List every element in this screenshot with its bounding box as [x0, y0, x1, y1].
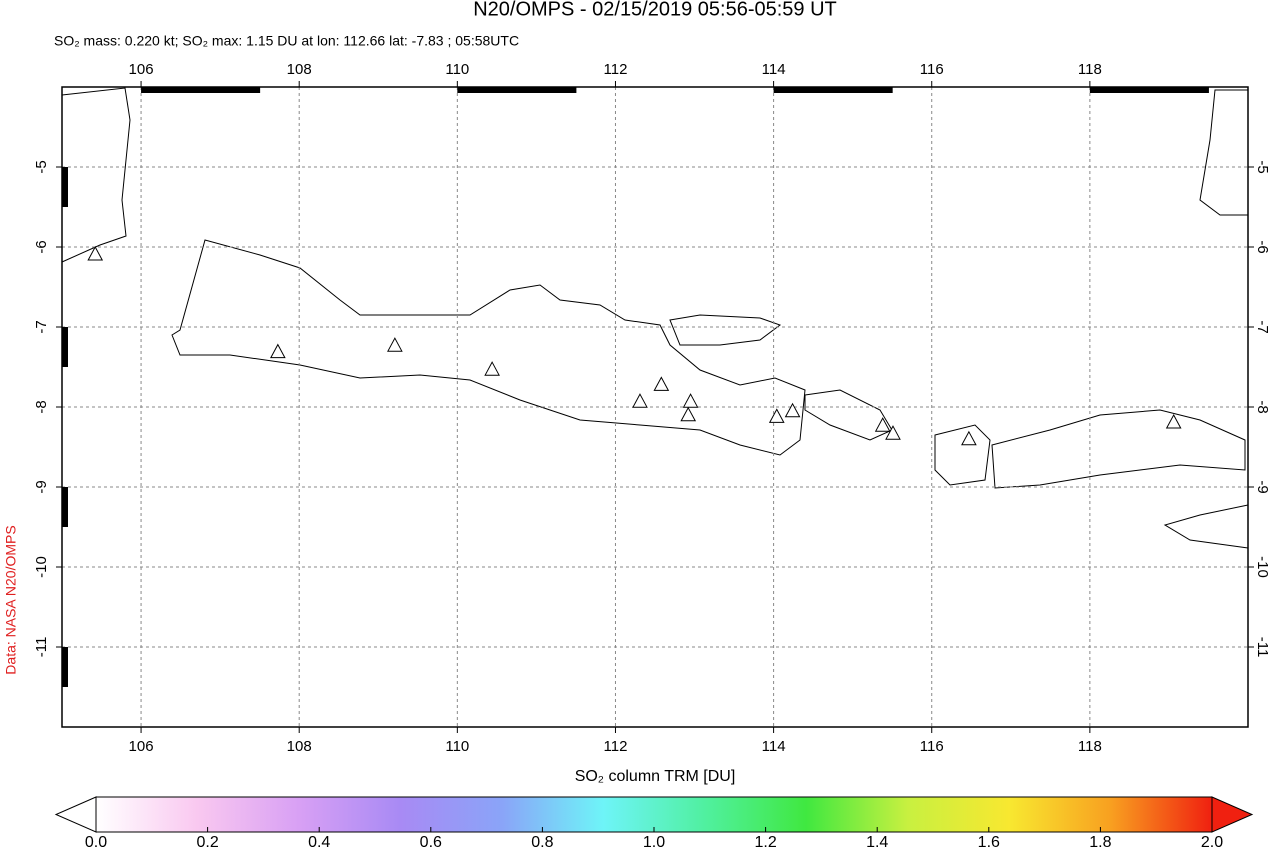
volcano: [874, 417, 891, 432]
y-tick-label: -5: [1254, 160, 1271, 173]
volcano: [784, 402, 801, 418]
title: N20/OMPS - 02/15/2019 05:56-05:59 UT: [473, 0, 837, 20]
volcano: [680, 406, 697, 422]
x-tick-label: 108: [287, 738, 312, 755]
colorbar-tick-label: 0.2: [196, 834, 218, 851]
x-tick-label: 106: [129, 61, 154, 78]
colorbar-tick-label: 1.4: [866, 834, 888, 851]
volcano: [270, 343, 286, 359]
x-tick-label: 114: [762, 738, 786, 755]
y-tick-label: -10: [1254, 556, 1271, 578]
x-tick-label: 116: [920, 738, 944, 755]
y-tick-label: -9: [1254, 480, 1271, 493]
colorbar-tick-label: 0.4: [308, 834, 330, 851]
y-tick-label: -8: [33, 400, 50, 413]
volcano: [885, 425, 901, 440]
volcano: [632, 393, 648, 408]
colorbar-tick-label: 0.8: [531, 834, 553, 851]
coast-borneo: [1199, 89, 1248, 216]
colorbar-tick-label: 0.6: [420, 834, 442, 851]
colorbar-tick-label: 1.2: [754, 834, 776, 851]
y-tick-label: -9: [33, 480, 50, 493]
volcano: [653, 376, 670, 391]
y-tick-label: -8: [1254, 400, 1271, 413]
plot-area: [62, 87, 1248, 727]
volcano: [961, 430, 977, 446]
y-tick-label: -7: [33, 320, 50, 333]
x-tick-label: 112: [604, 61, 628, 78]
x-tick-label: 112: [604, 738, 628, 755]
coast-sumatra: [61, 87, 131, 263]
y-tick-label: -11: [33, 637, 50, 658]
x-tick-label: 110: [445, 738, 469, 755]
volcano: [768, 408, 785, 423]
y-tick-label: -7: [1254, 320, 1271, 333]
coast-sumbawa: [991, 409, 1246, 489]
volcano: [682, 393, 699, 408]
colorbar-tick-label: 1.6: [978, 834, 1000, 851]
colorbar-over: [1211, 796, 1254, 833]
y-tick-label: -6: [33, 240, 50, 253]
volcano: [87, 245, 104, 261]
colorbar-tick-label: 0.0: [85, 834, 107, 851]
y-tick-label: -10: [33, 556, 50, 578]
colorbar-tick-label: 2.0: [1201, 834, 1223, 851]
x-tick-label: 114: [762, 61, 786, 78]
volcano: [1165, 413, 1182, 429]
y-tick-label: -6: [1254, 240, 1271, 253]
x-tick-label: 118: [1078, 61, 1102, 78]
coast-lombok: [934, 424, 991, 486]
coastlines: [61, 87, 1249, 549]
credit: Data: NASA N20/OMPS: [3, 525, 19, 674]
x-tick-label: 108: [287, 61, 312, 78]
y-tick-label: -11: [1254, 637, 1271, 658]
coast-bali: [804, 389, 893, 441]
x-tick-label: 106: [129, 738, 154, 755]
x-tick-label: 118: [1078, 738, 1102, 755]
colorbar-tick-label: 1.8: [1089, 834, 1111, 851]
volcano: [484, 361, 500, 376]
x-tick-label: 116: [920, 61, 944, 78]
coast-madura: [669, 314, 782, 346]
colorbar-under: [54, 796, 97, 833]
subtitle: SO₂ mass: 0.220 kt; SO₂ max: 1.15 DU at …: [54, 33, 519, 49]
colorbar-label: SO₂ column TRM [DU]: [575, 768, 736, 785]
coast-sumba: [1163, 504, 1249, 549]
y-tick-label: -5: [33, 160, 50, 173]
volcano: [387, 337, 403, 352]
colorbar: [95, 796, 1213, 833]
x-tick-label: 110: [445, 61, 469, 78]
colorbar-tick-label: 1.0: [643, 834, 665, 851]
coast-java: [171, 239, 806, 456]
